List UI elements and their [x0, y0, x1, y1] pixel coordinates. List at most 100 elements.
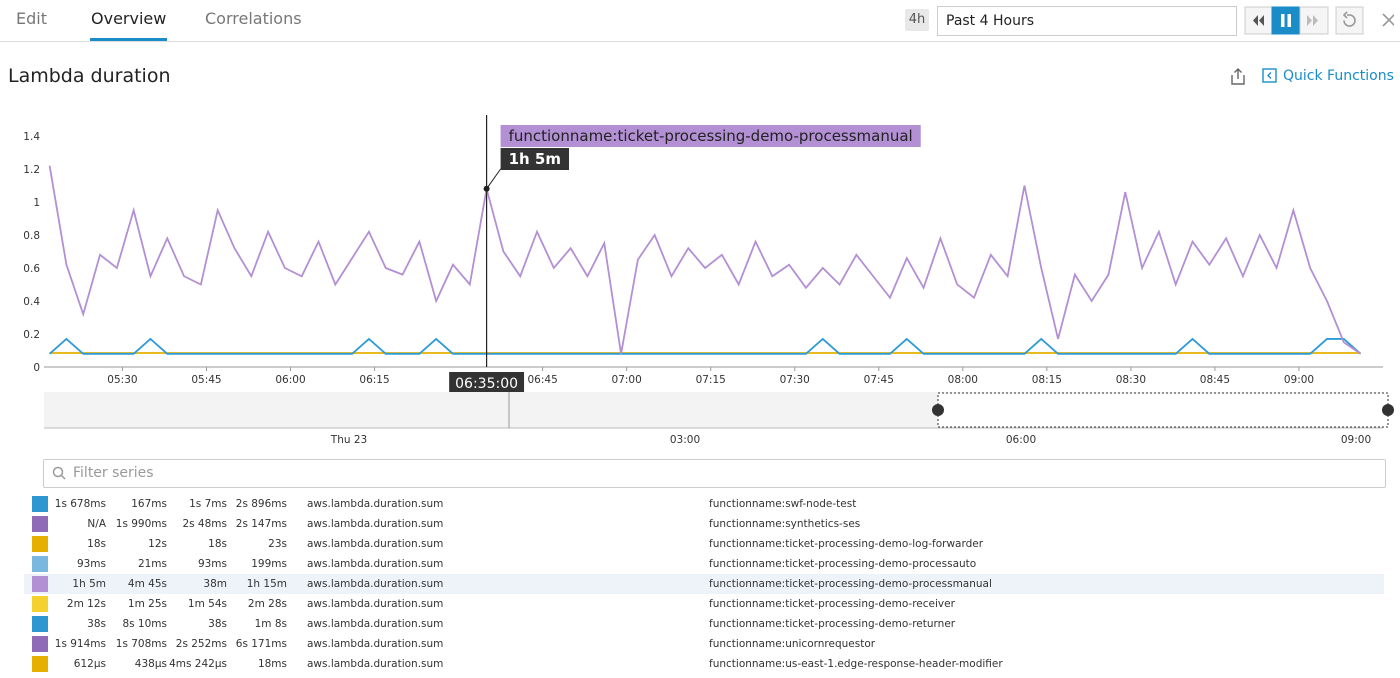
y-tick-label: 0.6: [23, 263, 40, 275]
search-icon: [52, 466, 66, 480]
metric-name: aws.lambda.duration.sum: [307, 658, 444, 670]
series-row[interactable]: N/A 1s 990ms 2s 48ms 2s 147ms aws.lambda.dur…: [24, 514, 1384, 534]
overview-selection: [937, 392, 1389, 428]
metric-name: aws.lambda.duration.sum: [307, 498, 444, 510]
metric-name: aws.lambda.duration.sum: [307, 538, 444, 550]
quick-functions-icon: [1267, 72, 1272, 79]
tooltip-point: [483, 185, 490, 192]
stat-value: 38s: [208, 618, 227, 630]
pause-icon: [1281, 14, 1285, 27]
stat-value: 4ms 242µs: [169, 658, 227, 670]
stat-value: 2m 28s: [247, 598, 287, 610]
series-name: functionname:ticket-processing-demo-proc…: [709, 558, 977, 570]
crosshair-time-label: 06:35:00: [455, 376, 518, 392]
quick-functions-link[interactable]: Quick Functions: [1283, 68, 1394, 84]
stat-value: 93ms: [197, 558, 227, 570]
series-line: [48, 165, 1362, 355]
tooltip-series-bg: [500, 125, 921, 147]
metric-name: aws.lambda.duration.sum: [307, 598, 444, 610]
y-tick-label: 1.4: [23, 131, 40, 143]
series-row[interactable]: 1s 678ms 167ms 1s 7ms 2s 896ms aws.lambda.du…: [24, 494, 1384, 514]
series-row[interactable]: 18s 12s 18s 23s aws.lambda.duration.sum funct…: [24, 534, 1384, 554]
tab[interactable]: Correlations: [205, 9, 302, 28]
y-tick-label: 0: [33, 362, 40, 374]
stat-value: 18s: [87, 538, 106, 550]
y-tick-label: 0.8: [23, 230, 40, 242]
stat-value: 38s: [87, 618, 106, 630]
tooltip-leader: [486, 168, 502, 190]
stat-value: 23s: [268, 538, 287, 550]
y-tick-label: 0.2: [23, 329, 40, 341]
series-color: [32, 516, 48, 532]
stat-value: 18s: [208, 538, 227, 550]
tab[interactable]: Edit: [16, 9, 47, 28]
series-color: [32, 496, 48, 512]
series-name: functionname:ticket-processing-demo-retu…: [709, 618, 956, 630]
time-controls: [1244, 6, 1394, 35]
overview-handle[interactable]: [932, 404, 944, 416]
stat-value: 4m 45s: [127, 578, 167, 590]
x-tick-label: 08:00: [948, 374, 978, 386]
x-tick-label: 07:30: [780, 374, 810, 386]
series-row[interactable]: 2m 12s 1m 25s 1m 54s 2m 28s aws.lambda.durat…: [24, 594, 1384, 614]
series-name: functionname:ticket-processing-demo-proc…: [709, 578, 992, 590]
stat-value: 1s 990ms: [115, 518, 167, 530]
series-table: 1s 678ms 167ms 1s 7ms 2s 896ms aws.lambda.du…: [0, 494, 1400, 678]
stat-value: 8s 10ms: [122, 618, 167, 630]
overview-label: 06:00: [1006, 434, 1036, 446]
stat-value: 612µs: [73, 658, 106, 670]
stat-value: 2s 252ms: [175, 638, 227, 650]
series-color: [32, 556, 48, 572]
x-tick-label: 09:00: [1284, 374, 1314, 386]
metric-name: aws.lambda.duration.sum: [307, 518, 444, 530]
reset-button[interactable]: [1335, 6, 1364, 35]
series-color: [32, 616, 48, 632]
y-tick-label: 1: [33, 197, 40, 209]
stat-value: 1s 7ms: [189, 498, 227, 510]
stat-value: 6s 171ms: [235, 638, 287, 650]
metric-name: aws.lambda.duration.sum: [307, 638, 444, 650]
close-button[interactable]: [1382, 13, 1394, 27]
filter-input[interactable]: Filter series: [43, 459, 1386, 488]
x-tick-label: 05:45: [191, 374, 221, 386]
x-tick-label: 06:45: [527, 374, 557, 386]
x-tick-label: 06:15: [359, 374, 389, 386]
series-row[interactable]: 38s 8s 10ms 38s 1m 8s aws.lambda.duration.su…: [24, 614, 1384, 634]
top-bar: Edit Overview Correlations 4h Past 4 Hou…: [0, 0, 1400, 42]
pause-button[interactable]: [1271, 6, 1301, 35]
stat-value: 18ms: [257, 658, 287, 670]
time-range-input[interactable]: Past 4 Hours: [937, 6, 1237, 36]
chart: 0 0.2 0.4 0.6 0.8 1 1.2 1.4 05:30 05:45 06:00 06:15…: [23, 115, 1394, 446]
quick-functions-icon[interactable]: [1262, 68, 1277, 83]
series-row[interactable]: 1s 914ms 1s 708ms 2s 252ms 6s 171ms aws.lamb…: [24, 634, 1384, 654]
tab[interactable]: Overview: [91, 9, 167, 28]
x-tick-label: 05:30: [107, 374, 137, 386]
rewind-button[interactable]: [1244, 6, 1273, 35]
stat-value: 2s 896ms: [235, 498, 287, 510]
x-tick-label: 08:45: [1200, 374, 1230, 386]
x-tick-label: 06:00: [275, 374, 305, 386]
stat-value: 1m 25s: [127, 598, 167, 610]
stat-value: N/A: [87, 518, 106, 530]
stat-value: 1s 914ms: [54, 638, 106, 650]
series-name: functionname:synthetics-ses: [709, 518, 861, 530]
series-color: [32, 636, 48, 652]
pause-icon: [1287, 14, 1291, 27]
series-row[interactable]: 612µs 438µs 4ms 242µs 18ms aws.lambda.durati…: [24, 654, 1384, 674]
forward-icon: [1307, 15, 1318, 26]
crosshair-time-bg: [449, 372, 525, 394]
series-name: functionname:unicornrequestor: [709, 638, 876, 650]
series-color: [32, 596, 48, 612]
stat-value: 93ms: [76, 558, 106, 570]
share-icon[interactable]: [1231, 68, 1245, 85]
metric-name: aws.lambda.duration.sum: [307, 618, 444, 630]
tooltip-value-bg: [500, 148, 570, 170]
overview-handle[interactable]: [1382, 404, 1394, 416]
series-row[interactable]: 93ms 21ms 93ms 199ms aws.lambda.duration.sum…: [24, 554, 1384, 574]
series-name: functionname:ticket-processing-demo-log-…: [709, 538, 984, 550]
overview-label: 09:00: [1341, 434, 1371, 446]
rewind-icon: [1253, 15, 1264, 26]
series-row[interactable]: 1h 5m 4m 45s 38m 1h 15m aws.lambda.duration.…: [24, 574, 1384, 594]
series-name: functionname:swf-node-test: [709, 498, 857, 510]
